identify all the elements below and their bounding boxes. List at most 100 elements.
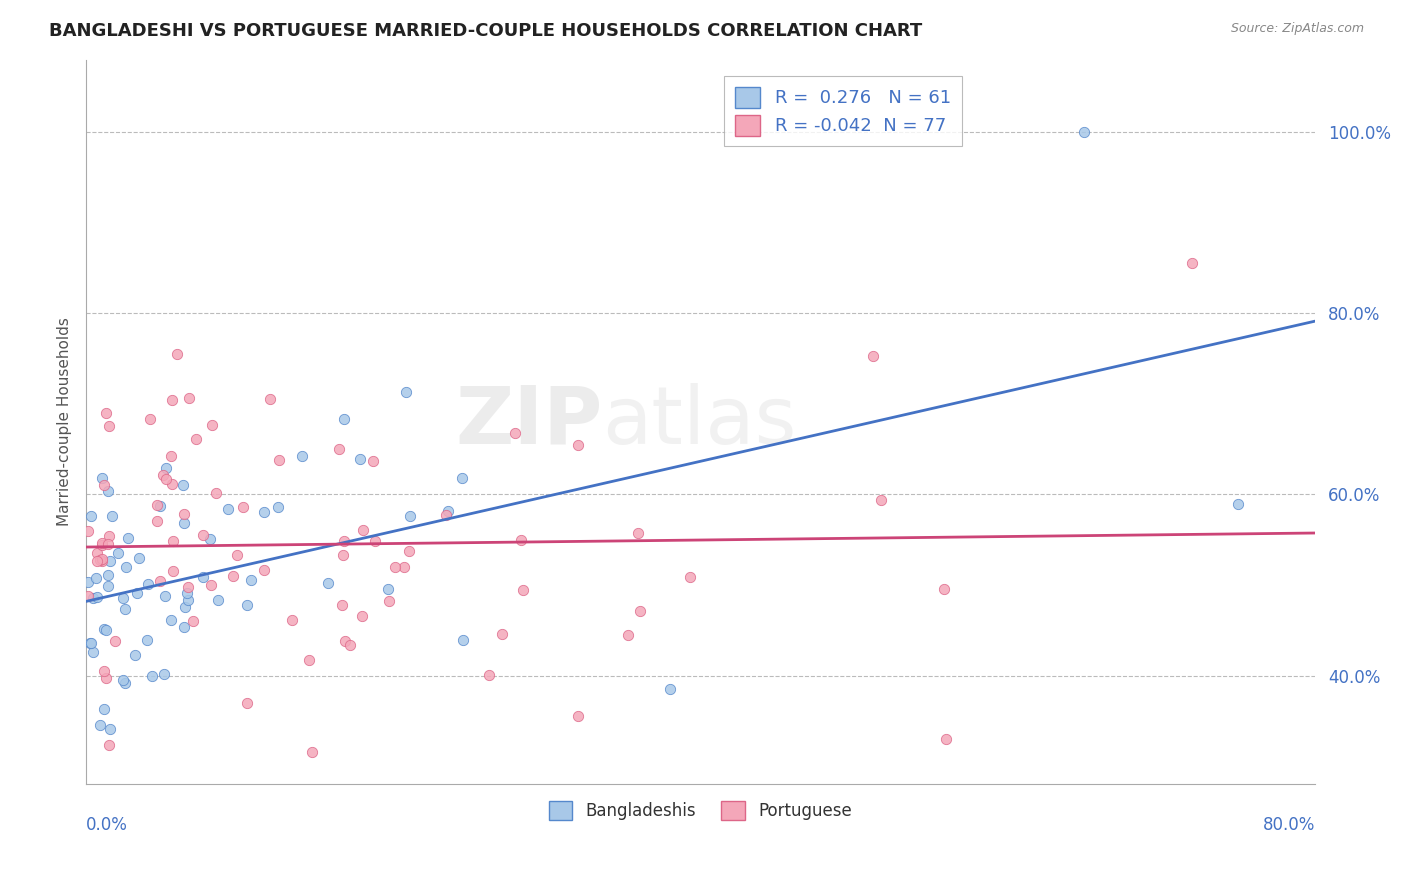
Point xyxy=(198,532,221,546)
Point xyxy=(91,554,114,568)
Point xyxy=(155,472,177,486)
Point xyxy=(252,563,274,577)
Point xyxy=(451,633,474,648)
Point xyxy=(450,470,472,484)
Point xyxy=(91,471,114,485)
Point xyxy=(333,411,356,425)
Point xyxy=(162,534,184,549)
Point xyxy=(437,504,460,518)
Point xyxy=(512,583,534,598)
Point xyxy=(114,675,136,690)
Point xyxy=(97,579,120,593)
Point xyxy=(333,533,356,548)
Point xyxy=(177,593,200,607)
Point xyxy=(183,614,205,628)
Point xyxy=(191,570,214,584)
Point xyxy=(135,632,157,647)
Point xyxy=(173,600,195,615)
Point xyxy=(139,412,162,426)
Point xyxy=(90,538,112,552)
Point xyxy=(253,505,276,519)
Point xyxy=(124,648,146,663)
Point xyxy=(162,564,184,578)
Text: Source: ZipAtlas.com: Source: ZipAtlas.com xyxy=(1230,22,1364,36)
Point xyxy=(153,589,176,603)
Point xyxy=(77,575,100,590)
Point xyxy=(301,745,323,759)
Point xyxy=(160,449,183,463)
Point xyxy=(82,645,104,659)
Point xyxy=(328,442,350,457)
Text: 0.0%: 0.0% xyxy=(86,816,128,834)
Point xyxy=(217,502,239,516)
Point xyxy=(77,524,100,538)
Point xyxy=(91,536,114,550)
Point xyxy=(316,575,339,590)
Point xyxy=(330,598,353,612)
Point xyxy=(138,576,160,591)
Point xyxy=(77,589,100,603)
Point xyxy=(339,638,361,652)
Point xyxy=(503,425,526,440)
Point xyxy=(259,392,281,406)
Point xyxy=(82,591,104,606)
Point xyxy=(112,591,135,605)
Point xyxy=(93,622,115,636)
Point xyxy=(201,418,224,433)
Point xyxy=(125,586,148,600)
Point xyxy=(179,391,201,405)
Point xyxy=(160,613,183,627)
Point xyxy=(100,508,122,523)
Point xyxy=(97,537,120,551)
Text: BANGLADESHI VS PORTUGUESE MARRIED-COUPLE HOUSEHOLDS CORRELATION CHART: BANGLADESHI VS PORTUGUESE MARRIED-COUPLE… xyxy=(49,22,922,40)
Point xyxy=(207,593,229,607)
Point xyxy=(1073,125,1095,139)
Point xyxy=(377,582,399,597)
Point xyxy=(567,438,589,452)
Point xyxy=(112,673,135,687)
Point xyxy=(509,533,531,547)
Point xyxy=(332,548,354,562)
Point xyxy=(103,633,125,648)
Point xyxy=(333,634,356,648)
Text: atlas: atlas xyxy=(602,383,797,461)
Point xyxy=(86,554,108,568)
Point xyxy=(378,593,401,607)
Point xyxy=(80,508,103,523)
Point xyxy=(658,682,681,697)
Point xyxy=(191,527,214,541)
Point xyxy=(146,498,169,512)
Point xyxy=(152,468,174,483)
Point xyxy=(86,591,108,605)
Point xyxy=(1181,256,1204,270)
Point xyxy=(184,432,207,446)
Point xyxy=(398,543,420,558)
Point xyxy=(491,627,513,641)
Point xyxy=(86,546,108,560)
Point xyxy=(141,669,163,683)
Point xyxy=(97,567,120,582)
Point xyxy=(297,653,319,667)
Y-axis label: Married-couple Households: Married-couple Households xyxy=(58,318,72,526)
Point xyxy=(678,570,700,584)
Point xyxy=(862,349,884,363)
Point xyxy=(363,454,385,468)
Point xyxy=(567,709,589,723)
Point xyxy=(291,449,314,463)
Point xyxy=(98,418,121,433)
Point xyxy=(269,453,291,467)
Point xyxy=(236,696,259,710)
Point xyxy=(232,500,254,515)
Point xyxy=(98,529,121,543)
Point xyxy=(176,586,198,600)
Point xyxy=(97,484,120,499)
Point xyxy=(93,702,115,716)
Point xyxy=(98,554,121,568)
Point xyxy=(364,534,387,549)
Point xyxy=(617,628,640,642)
Point xyxy=(128,550,150,565)
Point xyxy=(935,732,957,747)
Point xyxy=(352,523,374,537)
Point xyxy=(240,573,263,587)
Point xyxy=(162,393,184,408)
